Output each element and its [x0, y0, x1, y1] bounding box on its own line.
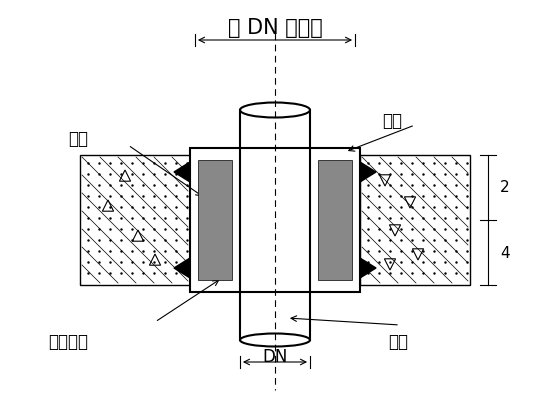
Bar [198, 160, 232, 280]
Text: 小管: 小管 [388, 333, 408, 351]
Polygon shape [360, 258, 376, 278]
Bar [80, 155, 190, 285]
Ellipse shape [240, 102, 310, 117]
Polygon shape [174, 162, 190, 182]
Text: 石棉水泥: 石棉水泥 [48, 333, 88, 351]
Bar [360, 155, 470, 285]
Bar [318, 160, 352, 280]
Polygon shape [174, 258, 190, 278]
Text: 比 DN 大二号: 比 DN 大二号 [227, 18, 323, 38]
Text: 2: 2 [500, 181, 510, 196]
Bar [190, 148, 360, 292]
Polygon shape [360, 162, 376, 182]
Text: 油廓: 油廓 [68, 130, 88, 148]
Text: 套管: 套管 [382, 112, 402, 130]
Text: 4: 4 [500, 245, 510, 260]
Text: DN: DN [262, 348, 288, 366]
Ellipse shape [240, 333, 310, 347]
